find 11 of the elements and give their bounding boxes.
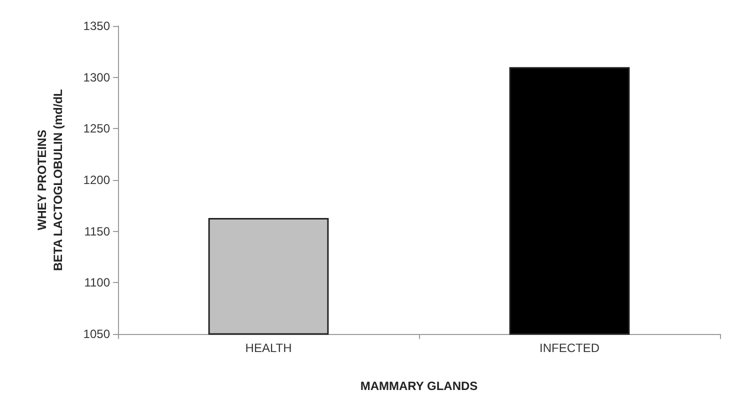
y-axis-title: WHEY PROTEINS BETA LACTOGLOBULIN (md/dL [35, 89, 65, 271]
x-tick-label: INFECTED [540, 341, 600, 355]
y-tick-label: 1050 [83, 327, 110, 341]
y-tick-label: 1150 [84, 224, 110, 238]
y-tick-label: 1300 [83, 70, 110, 84]
x-axis-title: MAMMARY GLANDS [360, 379, 478, 393]
y-tick-label: 1350 [83, 19, 110, 33]
y-tick-label: 1250 [83, 122, 110, 136]
y-tick-label: 1100 [84, 276, 110, 290]
y-tick-label: 1200 [83, 173, 110, 187]
x-tick-label: HEALTH [245, 341, 292, 355]
